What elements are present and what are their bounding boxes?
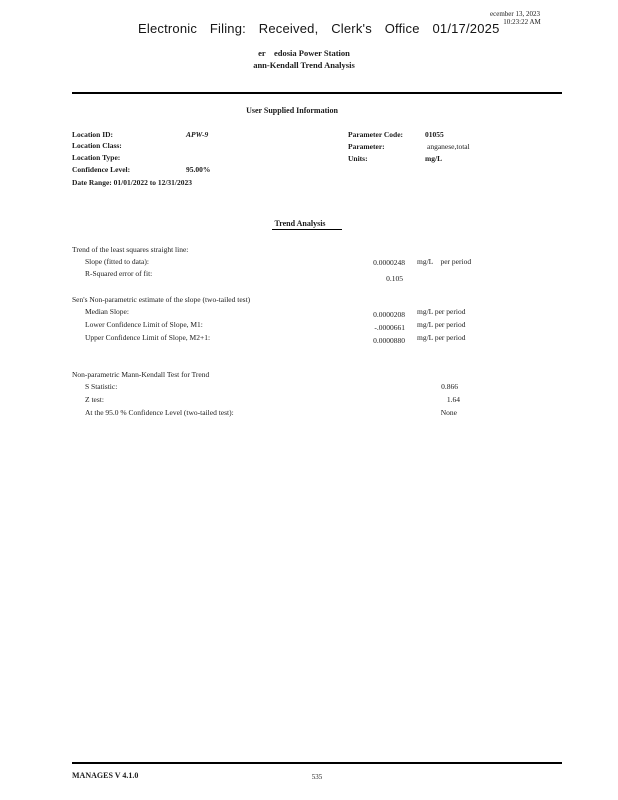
r-squared-label: R-Squared error of fit: <box>85 269 153 278</box>
units-label: Units: <box>348 154 368 163</box>
parameter-code-label: Parameter Code: <box>348 130 404 139</box>
report-title: er edosia Power Station ann-Kendall Tren… <box>154 47 454 71</box>
upper-limit-units: mg/L per period <box>417 333 466 342</box>
slope-label: Slope (fitted to data): <box>85 257 149 266</box>
confidence-level-value: 95.00% <box>186 165 211 174</box>
report-title-line2: ann-Kendall Trend Analysis <box>253 60 355 70</box>
confidence-result-value: None <box>440 408 457 417</box>
confidence-level-label: Confidence Level: <box>72 165 131 174</box>
section-mann-kendall-title: Non-parametric Mann-Kendall Test for Tre… <box>72 370 210 379</box>
trend-analysis-heading: Trend Analysis <box>272 219 342 230</box>
parameter-value: anganese,total <box>427 142 470 151</box>
footer-app-version: MANAGES V 4.1.0 <box>72 771 139 780</box>
median-slope-value: 0.0000208 <box>373 310 405 319</box>
footer-page-number: 535 <box>311 773 323 781</box>
user-supplied-heading: User Supplied Information <box>246 106 338 115</box>
median-slope-label: Median Slope: <box>85 307 129 316</box>
filing-stamp: ecember 13, 2023 10:23:22 AM <box>445 10 585 26</box>
s-statistic-value: 0.866 <box>441 382 458 391</box>
filing-banner: Electronic Filing: Received, Clerk's Off… <box>138 21 500 36</box>
slope-units: mg/L per period <box>417 257 472 266</box>
stamp-date: ecember 13, 2023 <box>490 10 540 18</box>
confidence-result-label: At the 95.0 % Confidence Level (two-tail… <box>85 408 234 417</box>
z-test-value: 1.64 <box>446 395 460 404</box>
median-slope-units: mg/L per period <box>417 307 466 316</box>
location-id-label: Location ID: <box>72 130 114 139</box>
location-id-value: APW-9 <box>186 130 209 139</box>
s-statistic-label: S Statistic: <box>85 382 118 391</box>
date-range-label: Date Range: 01/01/2022 to 12/31/2023 <box>72 178 192 187</box>
location-class-label: Location Class: <box>72 141 122 150</box>
r-squared-value: 0.105 <box>386 274 403 283</box>
slope-value: 0.0000248 <box>373 258 405 267</box>
footer-divider <box>72 762 562 764</box>
parameter-code-value: 01055 <box>425 130 444 139</box>
report-title-line1: er edosia Power Station <box>258 48 350 58</box>
stamp-time: 10:23:22 AM <box>503 18 541 26</box>
lower-limit-label: Lower Confidence Limit of Slope, M1: <box>85 320 203 329</box>
upper-limit-value: 0.0000880 <box>373 336 405 345</box>
lower-limit-units: mg/L per period <box>417 320 466 329</box>
section-least-squares-title: Trend of the least squares straight line… <box>72 245 189 254</box>
location-type-label: Location Type: <box>72 153 121 162</box>
units-value: mg/L <box>425 154 443 163</box>
trend-analysis-heading-wrap: Trend Analysis <box>72 219 542 230</box>
top-divider <box>72 92 562 94</box>
upper-limit-label: Upper Confidence Limit of Slope, M2+1: <box>85 333 211 342</box>
parameter-label: Parameter: <box>348 142 385 151</box>
lower-limit-value: -.0000661 <box>374 323 405 332</box>
section-sens-title: Sen's Non-parametric estimate of the slo… <box>72 295 251 304</box>
z-test-label: Z test: <box>85 395 104 404</box>
